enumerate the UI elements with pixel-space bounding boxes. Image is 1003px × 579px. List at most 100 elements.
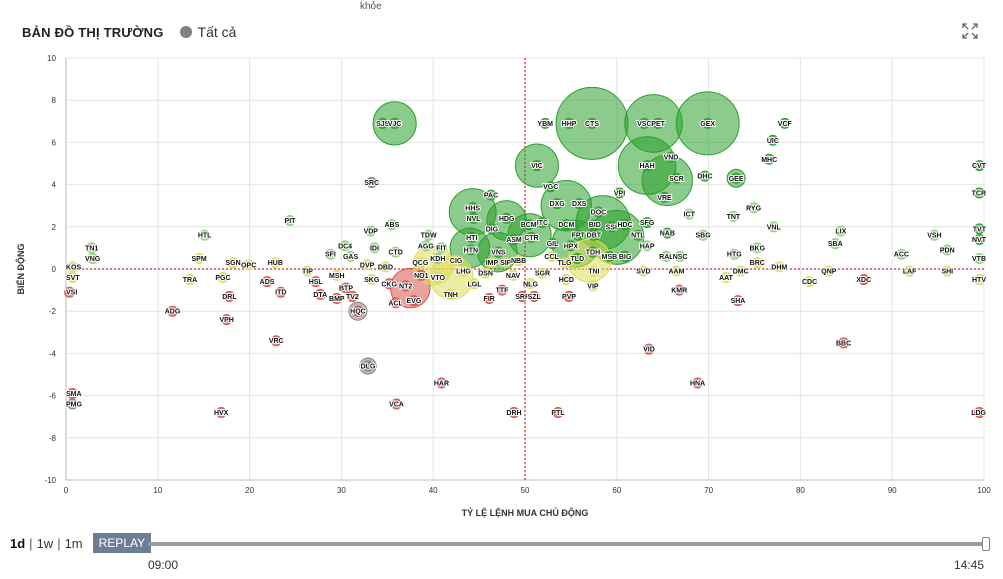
- point-label: ICT: [684, 212, 696, 219]
- data-point: [331, 269, 343, 281]
- data-point: [587, 280, 599, 292]
- data-point: [904, 265, 916, 277]
- point-label: VTO: [431, 275, 446, 282]
- data-point: [243, 259, 255, 271]
- point-label: AAM: [668, 269, 684, 276]
- point-label: BRC: [750, 260, 765, 267]
- filter-dot-icon: [179, 26, 192, 38]
- point-label: NVL: [467, 216, 482, 223]
- point-label: PAC: [484, 193, 498, 200]
- x-tick-label: 60: [612, 486, 621, 495]
- data-point: [486, 223, 498, 235]
- point-label: LAF: [903, 269, 917, 276]
- point-label: HCD: [559, 277, 574, 284]
- point-layer: [64, 117, 985, 418]
- time-slider-handle[interactable]: [982, 537, 990, 551]
- data-point: [467, 202, 479, 214]
- data-point: [587, 246, 599, 258]
- data-point: [670, 172, 682, 184]
- y-tick-label: -6: [49, 392, 57, 401]
- data-point: [751, 242, 763, 254]
- period-1d[interactable]: 1d: [10, 535, 26, 551]
- data-point: [735, 265, 747, 277]
- data-point: [217, 271, 229, 283]
- data-point: [973, 223, 985, 235]
- point-label: DXS: [572, 201, 587, 208]
- y-tick-label: 10: [47, 54, 56, 63]
- point-label: KMR: [671, 288, 687, 295]
- filter-all[interactable]: Tất cả: [179, 24, 237, 40]
- data-point: [365, 225, 377, 237]
- point-label: BIG: [619, 254, 632, 261]
- data-point: [835, 225, 847, 237]
- data-point: [589, 219, 601, 231]
- point-label: QCG: [412, 260, 429, 267]
- point-label: SBG: [696, 233, 712, 240]
- data-point: [345, 250, 357, 262]
- expand-icon[interactable]: [960, 21, 980, 41]
- data-point: [560, 274, 572, 286]
- period-1w[interactable]: 1w: [36, 535, 54, 551]
- point-label: TRA: [183, 277, 197, 284]
- data-point: [377, 117, 389, 129]
- period-1m[interactable]: 1m: [64, 535, 83, 551]
- point-label: SCR: [669, 176, 684, 183]
- data-point: [531, 160, 543, 172]
- data-point: [528, 290, 540, 302]
- point-label: AAT: [719, 275, 734, 282]
- point-label: HUB: [268, 260, 283, 267]
- data-point: [483, 293, 495, 305]
- data-point: [728, 248, 740, 260]
- point-label: SRC: [364, 180, 379, 187]
- data-point: [466, 231, 478, 243]
- data-point: [386, 219, 398, 231]
- data-point: [571, 252, 583, 264]
- data-point: [339, 240, 351, 252]
- data-point: [513, 255, 525, 267]
- data-point: [390, 398, 402, 410]
- point-label: ACL: [388, 300, 403, 307]
- data-point: [486, 257, 498, 269]
- point-label: SHI: [941, 269, 953, 276]
- data-point: [973, 160, 985, 172]
- point-label: VIC: [531, 163, 543, 170]
- point-label: VDP: [364, 229, 379, 236]
- data-point: [572, 229, 584, 241]
- y-tick-label: 2: [52, 223, 57, 232]
- replay-button[interactable]: REPLAY: [92, 533, 152, 553]
- filter-label: Tất cả: [197, 24, 237, 40]
- data-point: [366, 176, 378, 188]
- data-point: [563, 290, 575, 302]
- point-label: NAB: [660, 231, 675, 238]
- data-point: [661, 227, 673, 239]
- data-point: [87, 252, 99, 264]
- data-point: [414, 257, 426, 269]
- data-point: [221, 314, 233, 326]
- point-label: SRF: [515, 294, 530, 301]
- data-point: [66, 271, 78, 283]
- data-point: [485, 189, 497, 201]
- data-point: [545, 181, 557, 193]
- data-point: [973, 187, 985, 199]
- data-point: [465, 244, 477, 256]
- data-point: [450, 255, 462, 267]
- point-label: HVX: [214, 410, 229, 417]
- point-label: GEX: [700, 121, 715, 128]
- time-slider-track[interactable]: [148, 542, 986, 546]
- data-point: [432, 271, 444, 283]
- cut-off-top-text: khỏe: [360, 1, 382, 12]
- point-label: BMP: [329, 296, 345, 303]
- point-label: VID: [643, 347, 655, 354]
- point-label: HHP: [562, 121, 577, 128]
- point-label: NBB: [511, 258, 526, 265]
- point-label: KOS: [66, 264, 82, 271]
- point-label: HTN: [464, 248, 478, 255]
- data-point: [586, 117, 598, 129]
- data-point: [227, 257, 239, 269]
- point-label: NVT: [972, 237, 987, 244]
- point-label: DSN: [478, 271, 493, 278]
- point-label: FIT: [436, 245, 447, 252]
- data-point: [199, 229, 211, 241]
- point-label: NAV: [506, 273, 521, 280]
- data-point: [641, 217, 653, 229]
